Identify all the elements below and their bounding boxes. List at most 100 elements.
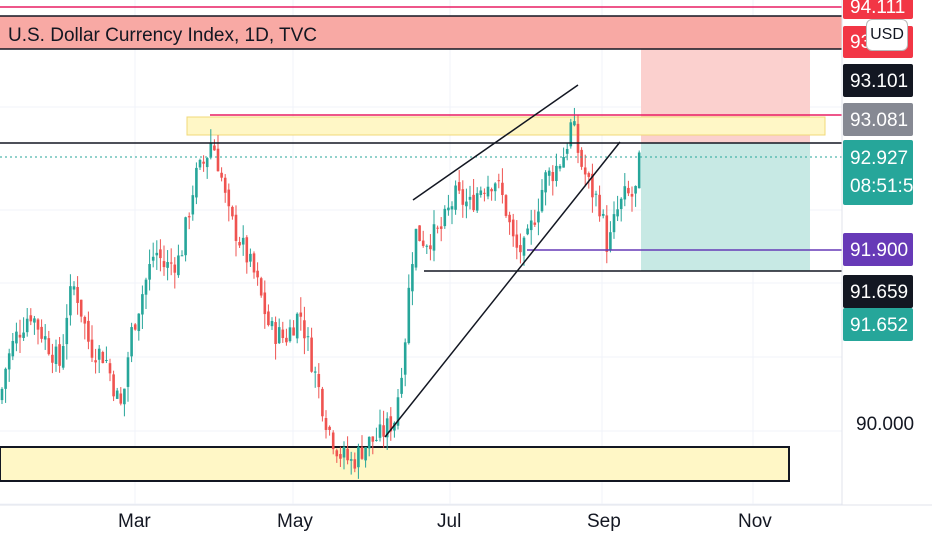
candle-102 xyxy=(367,436,371,457)
candle-93 xyxy=(335,448,339,463)
candle-157 xyxy=(565,143,569,161)
price-tag-0: 94.111 xyxy=(843,0,913,19)
candle-77 xyxy=(277,318,281,344)
candle-67 xyxy=(241,225,245,256)
candle-23 xyxy=(83,315,87,340)
candle-78 xyxy=(281,321,285,343)
candle-176 xyxy=(634,185,637,207)
price-tags: 94.11193.493.10193.08192.92708:51:5091.9… xyxy=(843,0,924,341)
candle-87 xyxy=(313,366,317,388)
support-zone xyxy=(0,446,790,482)
candle-7 xyxy=(25,307,29,337)
candle-17 xyxy=(61,334,65,370)
candle-112 xyxy=(403,338,407,387)
candle-29 xyxy=(105,346,108,364)
candle-73 xyxy=(263,280,267,329)
candle-175 xyxy=(630,186,634,212)
candle-156 xyxy=(562,147,565,168)
candle-36 xyxy=(130,322,133,363)
candle-126 xyxy=(454,180,457,215)
candle-125 xyxy=(450,201,454,225)
candle-60 xyxy=(216,135,220,172)
candle-154 xyxy=(555,153,558,187)
candle-1 xyxy=(4,367,7,403)
rising-wedge-upper-trendline xyxy=(412,84,579,201)
candle-169 xyxy=(609,221,612,253)
candle-127 xyxy=(457,169,461,195)
candle-41 xyxy=(148,249,151,291)
currency-button[interactable]: USD xyxy=(866,19,908,51)
svg-text:94.111: 94.111 xyxy=(850,0,905,18)
candle-18 xyxy=(65,304,69,360)
candle-145 xyxy=(522,236,526,266)
candle-32 xyxy=(115,387,119,399)
candle-33 xyxy=(119,387,123,406)
candle-172 xyxy=(619,197,623,222)
candle-31 xyxy=(112,370,115,402)
candle-51 xyxy=(184,216,187,262)
svg-text:91.900: 91.900 xyxy=(850,240,908,261)
x-tick-label-may: May xyxy=(277,511,313,532)
candle-55 xyxy=(198,158,202,171)
candle-96 xyxy=(346,436,349,465)
candle-76 xyxy=(274,316,277,360)
candle-124 xyxy=(447,194,450,216)
candle-9 xyxy=(33,315,36,335)
price-tag-4: 92.927 08:51:50 xyxy=(843,140,924,205)
price-tag-3: 93.081 xyxy=(843,103,913,136)
candle-12 xyxy=(43,324,47,350)
candle-117 xyxy=(421,230,425,248)
candle-69 xyxy=(249,248,252,267)
candle-98 xyxy=(353,452,357,473)
resistance-zone xyxy=(186,116,826,136)
profit-target-zone xyxy=(641,143,810,271)
candle-166 xyxy=(598,185,601,222)
candle-58 xyxy=(209,129,213,160)
candle-171 xyxy=(616,195,619,222)
candle-22 xyxy=(79,299,83,323)
candle-113 xyxy=(407,274,411,345)
candle-25 xyxy=(90,325,94,362)
candle-70 xyxy=(252,251,256,279)
candle-140 xyxy=(504,194,508,218)
candle-118 xyxy=(425,244,429,255)
price-tag-2: 93.101 xyxy=(843,64,913,97)
candle-121 xyxy=(436,225,439,234)
candle-168 xyxy=(605,205,609,264)
candle-86 xyxy=(310,327,313,373)
candlestick-series xyxy=(0,107,641,479)
candle-94 xyxy=(339,446,342,467)
candle-35 xyxy=(126,351,130,402)
candle-53 xyxy=(191,185,195,221)
candle-159 xyxy=(573,107,576,127)
candle-79 xyxy=(285,328,288,346)
candle-66 xyxy=(238,236,241,248)
candle-148 xyxy=(533,209,537,227)
candle-56 xyxy=(202,155,205,172)
candle-165 xyxy=(594,190,598,207)
time-axis[interactable] xyxy=(0,505,932,550)
candle-122 xyxy=(439,217,443,242)
candle-47 xyxy=(169,248,173,276)
candle-99 xyxy=(357,443,360,479)
candle-164 xyxy=(591,163,594,213)
candle-15 xyxy=(54,339,58,372)
x-tick-label-nov: Nov xyxy=(738,511,772,532)
candle-42 xyxy=(151,242,155,268)
candle-130 xyxy=(468,185,472,210)
svg-text:93.101: 93.101 xyxy=(850,71,908,92)
candle-34 xyxy=(123,388,126,417)
candle-138 xyxy=(497,173,501,189)
candle-160 xyxy=(576,114,580,164)
candle-84 xyxy=(303,306,306,355)
candle-116 xyxy=(418,225,421,242)
candle-43 xyxy=(155,240,159,270)
svg-text:91.659: 91.659 xyxy=(850,282,908,303)
candle-63 xyxy=(227,183,231,222)
candle-89 xyxy=(321,386,324,422)
candle-64 xyxy=(231,205,234,220)
candle-3 xyxy=(11,333,15,361)
candle-83 xyxy=(299,297,303,331)
candle-6 xyxy=(22,317,25,341)
